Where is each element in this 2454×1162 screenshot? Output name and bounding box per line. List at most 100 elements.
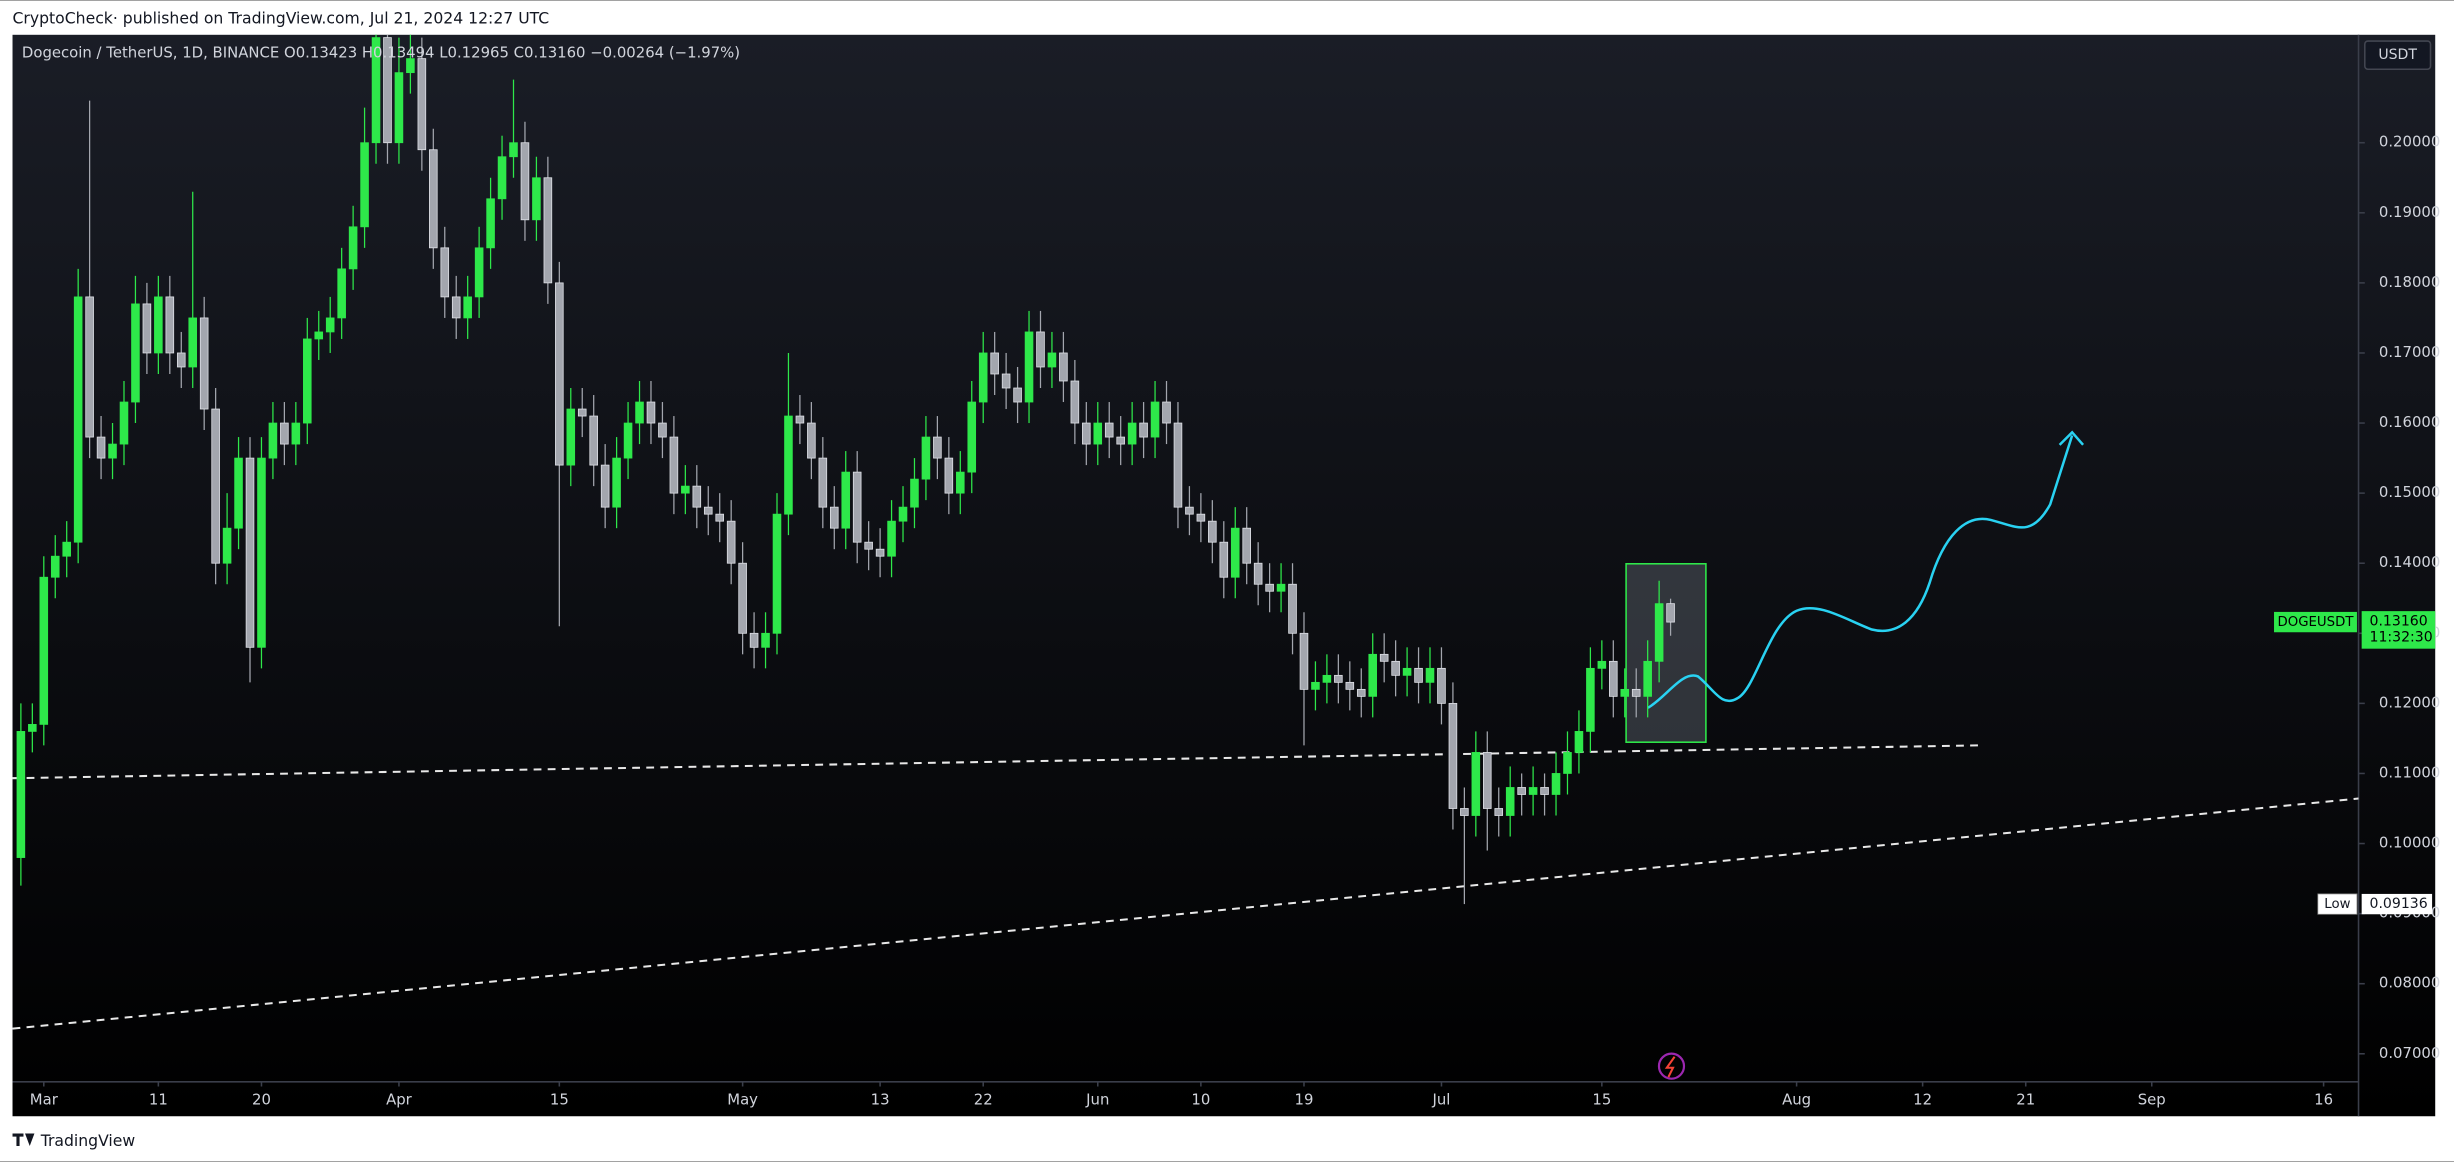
candle-body xyxy=(62,541,71,557)
candle-body xyxy=(577,408,587,417)
candle-body xyxy=(772,513,782,634)
candle-body xyxy=(451,296,461,319)
x-tick-label: Mar xyxy=(30,1091,59,1109)
candle-body xyxy=(486,198,495,249)
candle-body xyxy=(1460,808,1469,816)
candle-body xyxy=(383,37,392,144)
candle-body xyxy=(360,142,369,228)
candle-body xyxy=(268,422,278,459)
candle-body xyxy=(933,436,942,459)
candle-body xyxy=(154,296,163,354)
candle-body xyxy=(463,296,472,319)
candle-body xyxy=(1391,660,1400,676)
candle-body xyxy=(1208,520,1217,543)
event-icon[interactable] xyxy=(1657,1052,1686,1080)
y-tick-label: 0.07000 xyxy=(2379,1044,2440,1062)
candle-body xyxy=(692,485,702,508)
candle-body xyxy=(1402,667,1412,676)
candle-body xyxy=(520,142,530,221)
candle-body xyxy=(623,422,633,459)
candle-body xyxy=(280,422,289,445)
candle-body xyxy=(108,443,117,459)
low-tag-box xyxy=(2317,893,2358,915)
brand-logo xyxy=(12,1133,35,1146)
candle-body xyxy=(1139,422,1148,438)
x-tick-label: 15 xyxy=(1592,1091,1611,1109)
symbol-tag-box xyxy=(2274,611,2357,633)
x-tick-label: 12 xyxy=(1913,1091,1932,1109)
candle-body xyxy=(371,37,381,144)
candle-body xyxy=(1448,702,1458,809)
candle-body xyxy=(1597,660,1607,669)
legend-header: Dogecoin / TetherUS, 1D, BINANCE O0.1342… xyxy=(22,44,740,62)
candle-body xyxy=(738,562,747,634)
candle-body xyxy=(898,506,908,522)
x-tick-label: Jul xyxy=(1431,1091,1450,1109)
y-tick-label: 0.19000 xyxy=(2379,203,2440,221)
trend-line xyxy=(12,744,1982,780)
candle-body xyxy=(978,352,988,403)
x-tick-label: 21 xyxy=(2016,1091,2035,1109)
candle-body xyxy=(841,471,851,529)
candle-body xyxy=(1620,688,1630,697)
candle-body xyxy=(85,296,94,438)
candle-body xyxy=(417,58,427,151)
candle-body xyxy=(1471,752,1481,816)
candle-body xyxy=(1368,653,1378,697)
y-tick-label: 0.10000 xyxy=(2379,834,2440,852)
candle-body xyxy=(234,457,243,529)
candle-body xyxy=(990,352,999,375)
candle-body xyxy=(1356,688,1366,697)
candle-body xyxy=(1253,562,1263,585)
candle-body xyxy=(1059,352,1068,382)
candle-body xyxy=(1036,331,1045,368)
candle-body xyxy=(646,401,656,424)
y-tick-label: 0.18000 xyxy=(2379,273,2440,291)
candle-body xyxy=(1311,681,1320,690)
candle-body xyxy=(1230,527,1240,578)
highlight-box xyxy=(1625,563,1707,743)
currency-label[interactable]: USDT xyxy=(2378,47,2417,63)
candle-body xyxy=(967,401,977,473)
candle-body xyxy=(1425,667,1435,683)
candle-body xyxy=(1379,653,1389,662)
candle-body xyxy=(887,520,896,557)
candle-body xyxy=(1666,603,1675,623)
candle-body xyxy=(39,576,49,725)
footer: TradingView xyxy=(12,1131,136,1150)
x-tick-label: 13 xyxy=(871,1091,890,1109)
candle-body xyxy=(1265,583,1274,592)
event-icon-bolt xyxy=(1664,1056,1676,1078)
symbol-tag: DOGEUSDT xyxy=(2278,615,2355,630)
candle-body xyxy=(142,303,152,354)
candle-body xyxy=(1414,667,1423,683)
x-tick-label: 20 xyxy=(252,1091,271,1109)
candle-body xyxy=(119,401,129,445)
candle-body xyxy=(1586,667,1595,732)
candle-body xyxy=(600,464,610,508)
candle-body xyxy=(1116,436,1125,445)
candle-body xyxy=(291,422,301,445)
candle-body xyxy=(818,457,828,508)
y-tick-label: 0.15000 xyxy=(2379,483,2440,501)
candle-body xyxy=(921,436,931,480)
candle-body xyxy=(956,471,965,494)
candle-body xyxy=(211,408,220,564)
candle-body xyxy=(1001,373,1011,389)
candle-body xyxy=(1047,352,1057,368)
candle-body xyxy=(703,506,713,515)
last-price-box xyxy=(2361,611,2436,649)
x-tick-label: 16 xyxy=(2314,1091,2333,1109)
candle-body xyxy=(532,177,541,221)
x-tick-label: 15 xyxy=(550,1091,569,1109)
brand-name: TradingView xyxy=(40,1131,136,1150)
candle-body xyxy=(864,541,873,550)
candle-body xyxy=(199,317,209,410)
candle-body xyxy=(852,471,862,543)
candle-body xyxy=(589,415,598,466)
candle-body xyxy=(165,296,175,354)
plot-area xyxy=(12,34,2359,1030)
candle-body xyxy=(1322,674,1332,683)
candle-body xyxy=(1276,583,1286,592)
y-tick-label: 0.08000 xyxy=(2379,974,2440,992)
